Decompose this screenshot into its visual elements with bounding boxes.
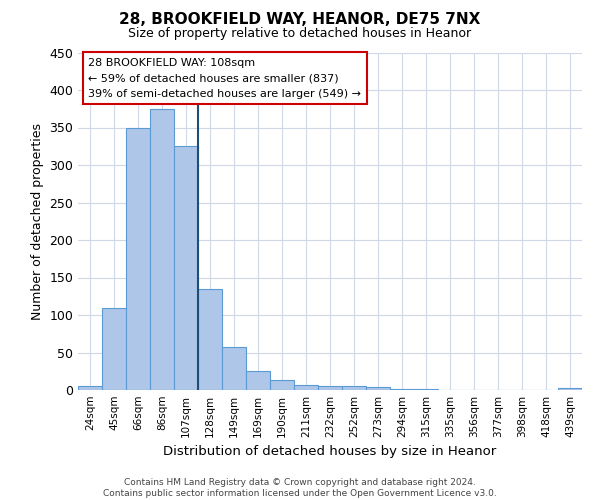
Text: Size of property relative to detached houses in Heanor: Size of property relative to detached ho…	[128, 28, 472, 40]
Bar	[174, 146, 198, 390]
Text: Contains HM Land Registry data © Crown copyright and database right 2024.
Contai: Contains HM Land Registry data © Crown c…	[103, 478, 497, 498]
X-axis label: Distribution of detached houses by size in Heanor: Distribution of detached houses by size …	[163, 446, 497, 458]
Bar	[366, 387, 390, 390]
Bar	[318, 386, 342, 390]
Y-axis label: Number of detached properties: Number of detached properties	[31, 122, 44, 320]
Text: 28, BROOKFIELD WAY, HEANOR, DE75 7NX: 28, BROOKFIELD WAY, HEANOR, DE75 7NX	[119, 12, 481, 28]
Bar	[270, 380, 294, 390]
Text: 28 BROOKFIELD WAY: 108sqm
← 59% of detached houses are smaller (837)
39% of semi: 28 BROOKFIELD WAY: 108sqm ← 59% of detac…	[88, 58, 361, 99]
Bar	[294, 385, 318, 390]
Bar	[150, 109, 174, 390]
Bar	[342, 386, 366, 390]
Bar	[126, 128, 150, 390]
Bar	[414, 389, 438, 390]
Bar	[246, 370, 270, 390]
Bar	[558, 388, 582, 390]
Bar	[390, 388, 414, 390]
Bar	[78, 386, 102, 390]
Bar	[198, 289, 222, 390]
Bar	[102, 308, 126, 390]
Bar	[222, 347, 246, 390]
